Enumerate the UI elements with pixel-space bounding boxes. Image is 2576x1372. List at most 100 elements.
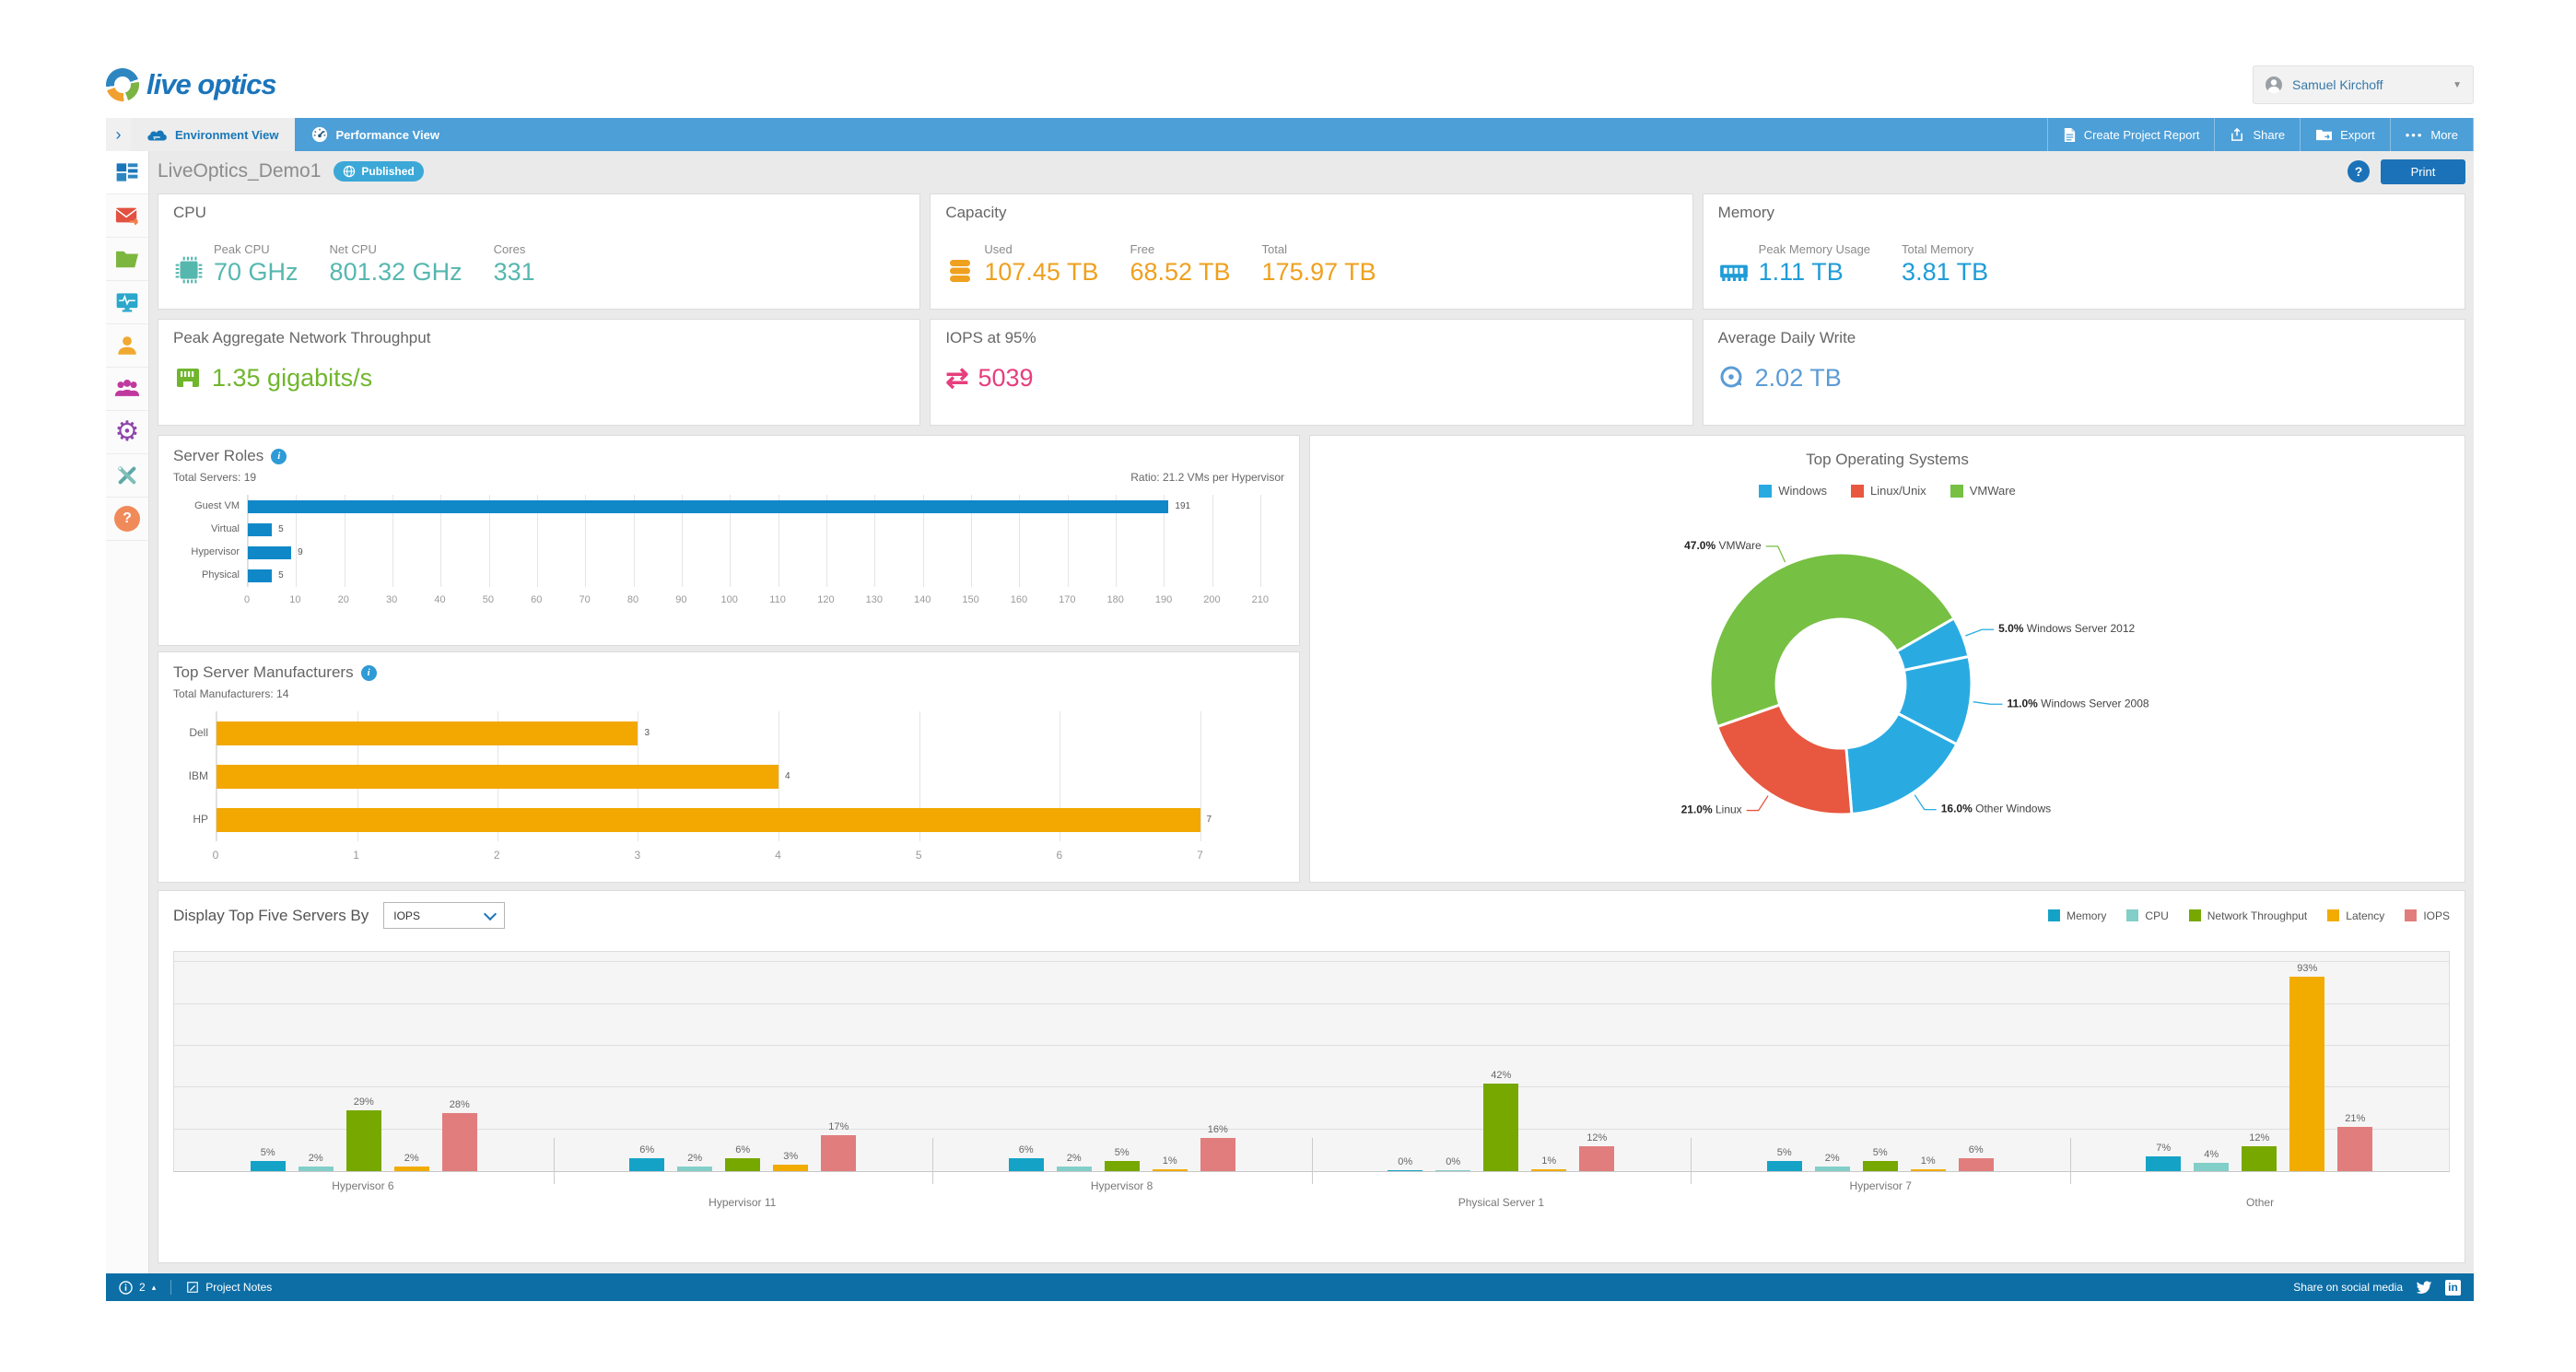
bar[interactable] [298, 1167, 334, 1171]
axis-tick-label: 0 [212, 849, 219, 862]
bar[interactable] [248, 499, 1169, 513]
bar-value-label: 3% [783, 1151, 799, 1163]
bar[interactable] [345, 1110, 381, 1171]
bar[interactable] [1056, 1167, 1092, 1171]
metric-value: 2.02 TB [1754, 364, 1842, 392]
user-menu[interactable]: Samuel Kirchoff ▼ [2253, 65, 2474, 104]
legend-swatch [2327, 909, 2340, 921]
sidebar-item-dashboard[interactable] [106, 151, 148, 194]
chart-title: Display Top Five Servers By [173, 906, 369, 924]
bar[interactable] [1958, 1158, 1994, 1171]
legend-swatch [2405, 909, 2418, 921]
bar[interactable] [248, 569, 273, 582]
bar[interactable] [821, 1135, 857, 1171]
slice-label: 11.0% Windows Server 2008 [2007, 697, 2149, 709]
bar[interactable] [2337, 1127, 2373, 1171]
info-icon[interactable]: i [360, 664, 377, 681]
twitter-icon[interactable] [2416, 1280, 2432, 1295]
bar[interactable] [1388, 1170, 1423, 1171]
gridline [970, 495, 972, 587]
legend-label: VMWare [1969, 484, 2016, 498]
bar[interactable] [629, 1158, 665, 1171]
bar[interactable] [1008, 1158, 1044, 1171]
notes-count-toggle[interactable]: 2 ▴ [119, 1280, 156, 1295]
bar-with-label: 93% [2289, 952, 2325, 1171]
bar[interactable] [1152, 1168, 1188, 1171]
create-project-report-button[interactable]: Create Project Report [2046, 118, 2215, 151]
bar[interactable] [1862, 1160, 1898, 1171]
gridline [585, 495, 587, 587]
bar[interactable] [2289, 977, 2325, 1171]
database-icon [950, 260, 971, 282]
main-content: LiveOptics_Demo1 Published ? Print CPU P… [149, 151, 2474, 1263]
metric-select[interactable]: IOPS [383, 902, 506, 929]
bar-value-label: 6% [735, 1144, 751, 1156]
bar[interactable] [1579, 1145, 1615, 1171]
sidebar-item-help[interactable]: ? [106, 498, 148, 541]
share-button[interactable]: Share [2214, 118, 2300, 151]
gridline [1164, 495, 1165, 587]
sidebar-item-invitations[interactable] [106, 194, 148, 238]
legend-item-linux-unix[interactable]: Linux/Unix [1850, 484, 1926, 498]
bar[interactable] [393, 1167, 429, 1171]
bar[interactable] [1435, 1170, 1471, 1171]
bar[interactable] [441, 1112, 477, 1171]
bar[interactable] [2146, 1156, 2182, 1171]
more-button[interactable]: ••• More [2389, 118, 2474, 151]
sidebar-item-tools[interactable] [106, 454, 148, 498]
project-notes-button[interactable]: Project Notes [186, 1281, 272, 1294]
print-button[interactable]: Print [2381, 158, 2465, 184]
sidebar-item-settings[interactable]: ⚙ [106, 411, 148, 454]
info-icon[interactable]: i [271, 448, 287, 464]
legend-item-memory[interactable]: Memory [2048, 909, 2106, 922]
sidebar-item-profile[interactable] [106, 324, 148, 368]
sidebar-item-team[interactable] [106, 368, 148, 411]
tab-performance-view[interactable]: Performance View [295, 118, 455, 151]
help-question-icon[interactable]: ? [2348, 160, 2370, 182]
export-button[interactable]: Export [2300, 118, 2390, 151]
legend-item-vmware[interactable]: VMWare [1950, 484, 2016, 498]
bar[interactable] [2242, 1145, 2277, 1171]
bar[interactable] [725, 1158, 761, 1171]
ethernet-icon [177, 369, 199, 387]
bar[interactable] [1483, 1083, 1519, 1171]
legend-item-windows[interactable]: Windows [1759, 484, 1827, 498]
metric-label: Net CPU [329, 242, 377, 256]
tab-label: Performance View [335, 127, 439, 142]
legend-item-iops[interactable]: IOPS [2405, 909, 2450, 922]
sidebar-item-monitoring[interactable] [106, 281, 148, 324]
cpu-chip-icon [175, 256, 203, 284]
bar-value-label: 6% [1018, 1144, 1034, 1156]
bar[interactable] [2194, 1162, 2230, 1171]
bar[interactable] [1104, 1160, 1140, 1171]
bar[interactable] [1814, 1167, 1850, 1171]
bar[interactable] [250, 1160, 286, 1171]
bar[interactable] [1910, 1168, 1946, 1171]
bar-with-label: 12% [1579, 952, 1615, 1171]
bar[interactable] [1531, 1168, 1567, 1171]
gridline [296, 495, 298, 587]
bar[interactable] [217, 807, 1200, 832]
bar[interactable] [248, 522, 273, 536]
bar[interactable] [217, 721, 638, 745]
bar[interactable] [217, 764, 779, 789]
server-roles-plot: 191 5 9 5 [247, 495, 1284, 587]
bar[interactable] [677, 1167, 713, 1171]
donut-slice-vmware[interactable] [1708, 551, 1957, 729]
legend-item-cpu[interactable]: CPU [2126, 909, 2169, 922]
sidebar-item-projects[interactable] [106, 238, 148, 281]
axis-tick-label: 30 [385, 594, 398, 605]
linkedin-icon[interactable]: in [2445, 1279, 2461, 1296]
manufacturers-plot: 3 4 7 [216, 711, 1284, 841]
sidebar-collapse-button[interactable]: › [106, 118, 131, 151]
legend-item-network-throughput[interactable]: Network Throughput [2188, 909, 2307, 922]
share-icon [2231, 127, 2243, 141]
tab-environment-view[interactable]: Environment View [131, 118, 296, 151]
bar[interactable] [1766, 1160, 1802, 1171]
bar-value-label: 6% [639, 1144, 655, 1156]
bar[interactable] [1200, 1137, 1235, 1171]
bar[interactable] [248, 545, 292, 559]
bar[interactable] [773, 1165, 809, 1171]
legend-item-latency[interactable]: Latency [2327, 909, 2384, 922]
donut-slice-linux[interactable] [1715, 703, 1854, 816]
